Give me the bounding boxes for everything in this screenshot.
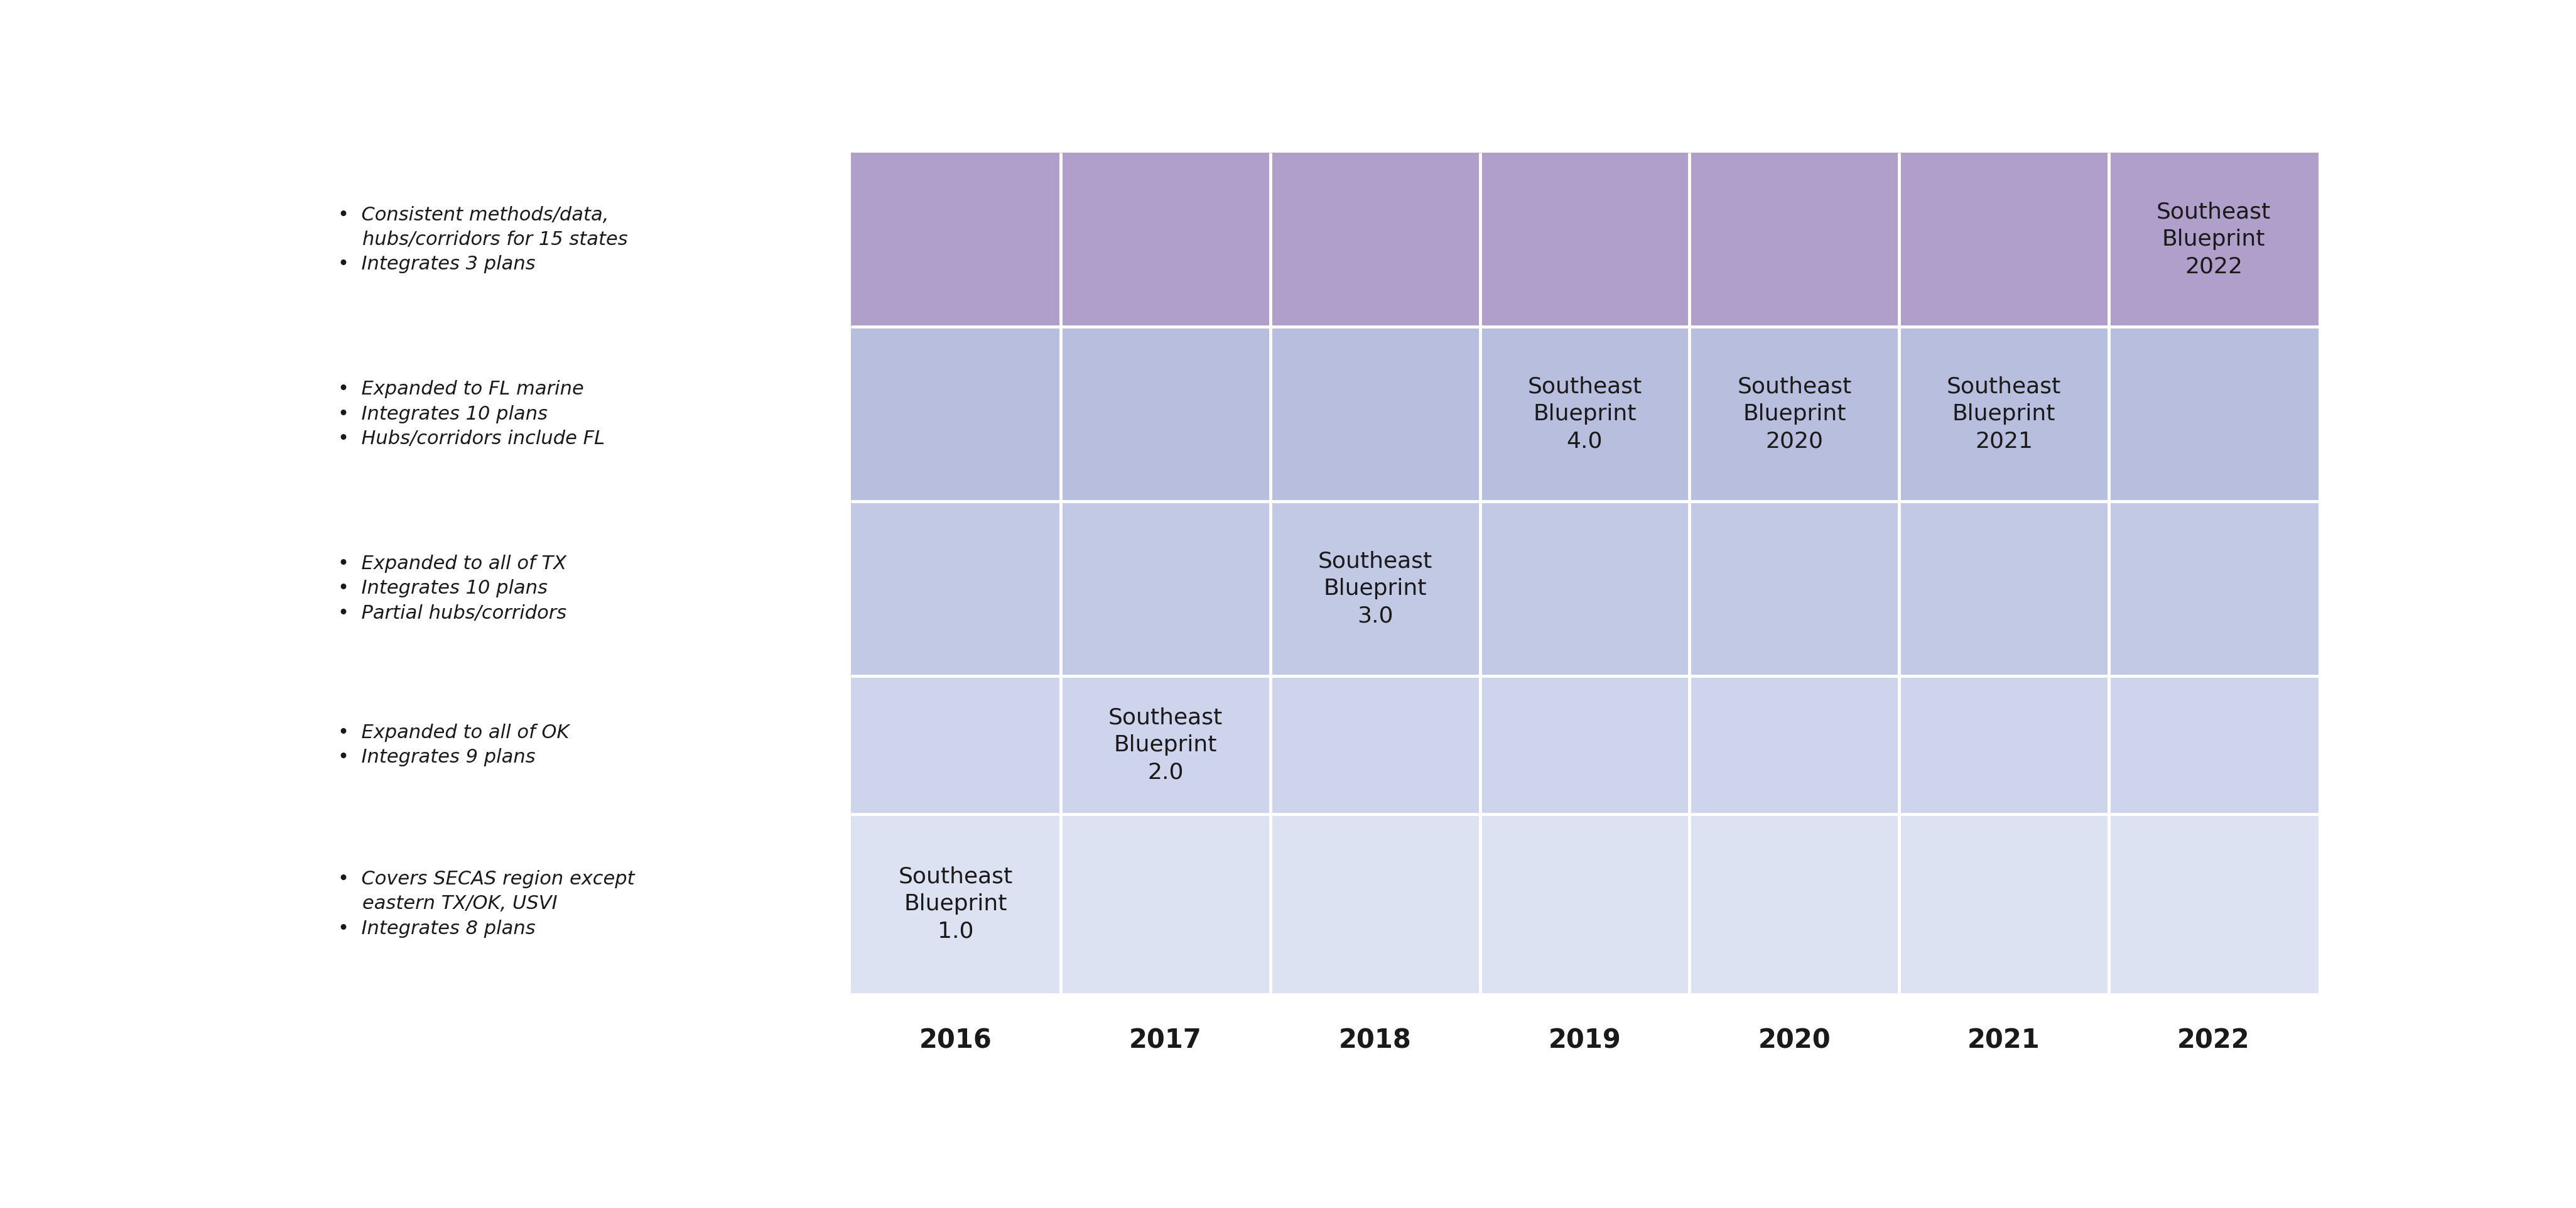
Text: Southeast
Blueprint
4.0: Southeast Blueprint 4.0 <box>1528 376 1641 452</box>
Text: Southeast
Blueprint
2022: Southeast Blueprint 2022 <box>2156 202 2272 278</box>
Text: Southeast
Blueprint
1.0: Southeast Blueprint 1.0 <box>899 866 1012 942</box>
Text: •  Expanded to FL marine
•  Integrates 10 plans
•  Hubs/corridors include FL: • Expanded to FL marine • Integrates 10 … <box>337 381 605 448</box>
Text: 2017: 2017 <box>1128 1028 1203 1053</box>
Text: 2021: 2021 <box>1968 1028 2040 1053</box>
Text: 2019: 2019 <box>1548 1028 1620 1053</box>
Bar <box>850 814 2318 993</box>
Text: •  Covers SECAS region except
    eastern TX/OK, USVI
•  Integrates 8 plans: • Covers SECAS region except eastern TX/… <box>337 870 634 937</box>
Text: 2016: 2016 <box>920 1028 992 1053</box>
Text: 2022: 2022 <box>2177 1028 2249 1053</box>
Text: •  Expanded to all of TX
•  Integrates 10 plans
•  Partial hubs/corridors: • Expanded to all of TX • Integrates 10 … <box>337 554 567 622</box>
Text: 2020: 2020 <box>1757 1028 1832 1053</box>
Text: 2018: 2018 <box>1340 1028 1412 1053</box>
Text: Southeast
Blueprint
3.0: Southeast Blueprint 3.0 <box>1319 551 1432 627</box>
Text: •  Consistent methods/data,
    hubs/corridors for 15 states
•  Integrates 3 pla: • Consistent methods/data, hubs/corridor… <box>337 205 629 273</box>
Text: Southeast
Blueprint
2020: Southeast Blueprint 2020 <box>1736 376 1852 452</box>
Text: Southeast
Blueprint
2.0: Southeast Blueprint 2.0 <box>1108 707 1224 783</box>
Bar <box>850 501 2318 675</box>
Text: •  Expanded to all of OK
•  Integrates 9 plans: • Expanded to all of OK • Integrates 9 p… <box>337 724 569 767</box>
Text: Southeast
Blueprint
2021: Southeast Blueprint 2021 <box>1947 376 2061 452</box>
Bar <box>850 327 2318 501</box>
Bar <box>850 675 2318 814</box>
Bar <box>850 152 2318 327</box>
